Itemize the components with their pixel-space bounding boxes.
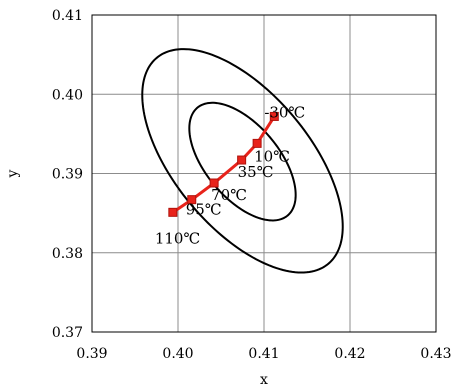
outer-ellipse (141, 48, 344, 274)
data-point (209, 178, 219, 188)
y-tick-label: 0.38 (52, 246, 83, 262)
data-point (168, 207, 178, 217)
x-axis-label: x (260, 372, 268, 387)
point-label: 10℃ (254, 147, 290, 165)
x-tick-label: 0.41 (248, 346, 279, 362)
x-tick-label: 0.39 (76, 346, 107, 362)
y-tick-label: 0.37 (52, 325, 83, 341)
x-tick-labels: 0.39 0.40 0.41 0.42 0.43 (76, 346, 451, 362)
y-axis-label: y (5, 169, 21, 178)
data-point (269, 111, 279, 121)
y-tick-label: 0.39 (52, 167, 83, 183)
point-label: 95℃ (186, 201, 222, 219)
y-tick-label: 0.41 (52, 8, 83, 24)
y-tick-labels: 0.37 0.38 0.39 0.40 0.41 (52, 8, 83, 341)
point-label: 110℃ (155, 229, 200, 247)
x-tick-label: 0.42 (334, 346, 365, 362)
series (168, 111, 279, 217)
y-tick-label: 0.40 (52, 87, 83, 103)
point-label: 70℃ (211, 186, 247, 204)
point-labels: 110℃ 95℃70℃ 35℃10℃ -30℃ (155, 103, 305, 247)
data-point (237, 155, 247, 165)
plot-frame (91, 14, 437, 333)
point-label: 35℃ (238, 163, 274, 181)
data-point (252, 138, 262, 148)
x-tick-label: 0.40 (162, 346, 193, 362)
x-tick-label: 0.43 (420, 346, 451, 362)
data-point (187, 195, 197, 205)
point-label: -30℃ (264, 103, 305, 121)
